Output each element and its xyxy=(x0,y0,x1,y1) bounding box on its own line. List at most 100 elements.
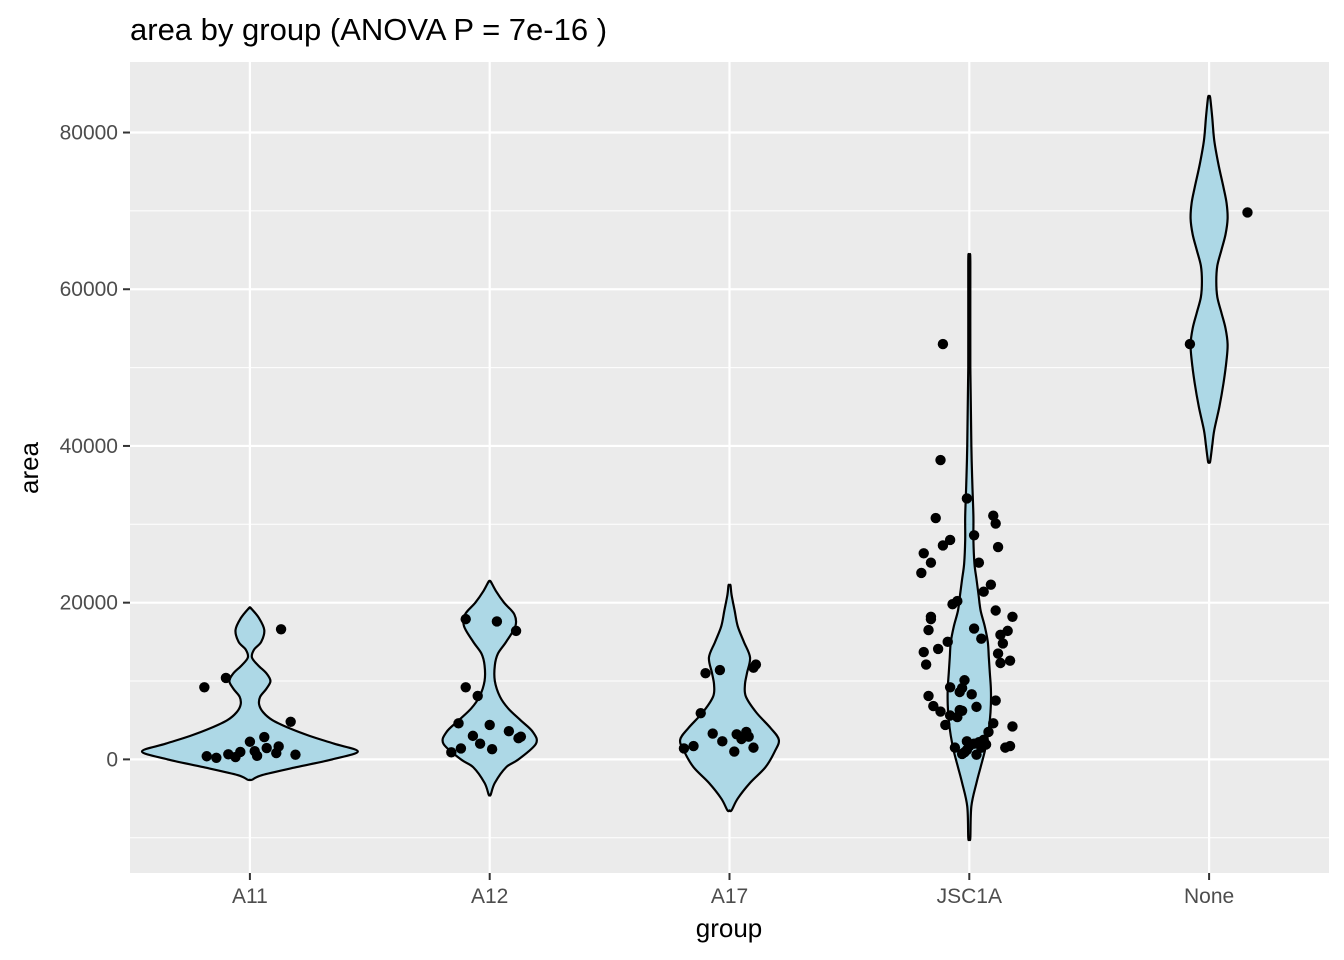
data-point xyxy=(918,646,929,658)
x-tick-label: None xyxy=(1184,885,1234,908)
data-point xyxy=(515,731,527,742)
data-point xyxy=(714,664,726,676)
data-point xyxy=(271,747,282,759)
x-axis-title: group xyxy=(696,913,763,943)
data-point xyxy=(729,746,740,757)
y-axis: 0 20000 40000 60000 80000 xyxy=(60,122,130,771)
violin-a12 xyxy=(441,579,538,797)
data-point xyxy=(750,659,762,670)
data-point xyxy=(467,730,479,742)
data-point xyxy=(290,749,301,760)
data-point xyxy=(275,624,287,635)
data-point xyxy=(995,657,1006,669)
violin-a17 xyxy=(678,583,781,813)
data-point xyxy=(961,493,973,504)
data-point xyxy=(988,510,999,521)
data-point xyxy=(1242,207,1253,218)
data-point xyxy=(971,701,982,713)
y-tick-label: 80000 xyxy=(60,122,118,145)
x-tick-label: A11 xyxy=(232,885,268,908)
data-point xyxy=(741,726,752,738)
data-point xyxy=(930,512,941,524)
data-point xyxy=(944,682,956,693)
data-point xyxy=(997,638,1009,649)
data-point xyxy=(990,605,1001,616)
data-point xyxy=(510,625,522,637)
data-point xyxy=(973,557,985,568)
data-point xyxy=(978,586,989,597)
data-point xyxy=(944,534,956,546)
data-point xyxy=(985,579,997,590)
data-point xyxy=(285,716,296,727)
data-point xyxy=(988,718,999,729)
data-point xyxy=(199,682,210,693)
data-point xyxy=(453,718,464,729)
x-axis: A11 A12 A17 JSC1A None xyxy=(232,873,1234,908)
x-tick-label: A12 xyxy=(471,885,508,908)
x-tick-label: A17 xyxy=(711,885,748,908)
data-point xyxy=(211,752,222,764)
y-tick-label: 40000 xyxy=(60,435,118,458)
data-point xyxy=(700,667,711,679)
data-point xyxy=(980,739,992,750)
y-tick-label: 60000 xyxy=(60,278,118,301)
data-point xyxy=(484,719,495,731)
data-point xyxy=(446,747,457,758)
data-point xyxy=(990,518,1001,529)
data-point xyxy=(486,744,498,755)
data-point xyxy=(942,636,953,648)
data-point xyxy=(707,728,718,739)
jitter-points xyxy=(199,207,1253,764)
data-point xyxy=(968,623,980,634)
data-point xyxy=(954,704,965,716)
data-point xyxy=(472,690,483,702)
data-point xyxy=(1002,625,1013,637)
data-point xyxy=(961,736,973,747)
y-tick-label: 0 xyxy=(106,748,118,771)
data-point xyxy=(920,659,932,670)
data-point xyxy=(916,567,927,579)
y-tick-label: 20000 xyxy=(60,592,118,615)
data-point xyxy=(952,595,963,607)
data-point xyxy=(937,540,949,551)
y-axis-title: area xyxy=(14,441,44,494)
data-point xyxy=(928,700,939,712)
data-point xyxy=(251,750,263,762)
data-point xyxy=(992,648,1004,659)
data-point xyxy=(923,624,934,636)
data-point xyxy=(259,731,270,743)
data-point xyxy=(261,742,272,754)
violin-a11 xyxy=(140,606,359,782)
data-point xyxy=(455,743,467,754)
data-point xyxy=(959,675,970,686)
data-point xyxy=(230,751,241,763)
chart-title: area by group (ANOVA P = 7e-16 ) xyxy=(130,12,607,47)
data-point xyxy=(949,742,961,753)
data-point xyxy=(678,743,690,754)
data-point xyxy=(460,682,471,693)
data-point xyxy=(503,725,515,737)
data-point xyxy=(491,616,503,627)
data-point xyxy=(1007,611,1018,622)
data-point xyxy=(717,736,728,747)
data-point xyxy=(474,738,486,749)
data-point xyxy=(990,695,1001,706)
data-point xyxy=(460,613,471,625)
data-point xyxy=(968,530,980,541)
data-point xyxy=(1004,740,1016,752)
data-point xyxy=(932,643,944,655)
data-point xyxy=(935,706,946,717)
data-point xyxy=(220,672,232,684)
data-point xyxy=(1007,721,1018,732)
data-point xyxy=(918,548,929,559)
data-point xyxy=(976,633,987,644)
data-point xyxy=(956,682,968,694)
data-point xyxy=(935,454,946,466)
data-point xyxy=(695,707,706,719)
data-point xyxy=(748,742,759,753)
x-tick-label: JSC1A xyxy=(937,885,1002,908)
data-point xyxy=(992,541,1004,553)
data-point xyxy=(1184,338,1196,350)
